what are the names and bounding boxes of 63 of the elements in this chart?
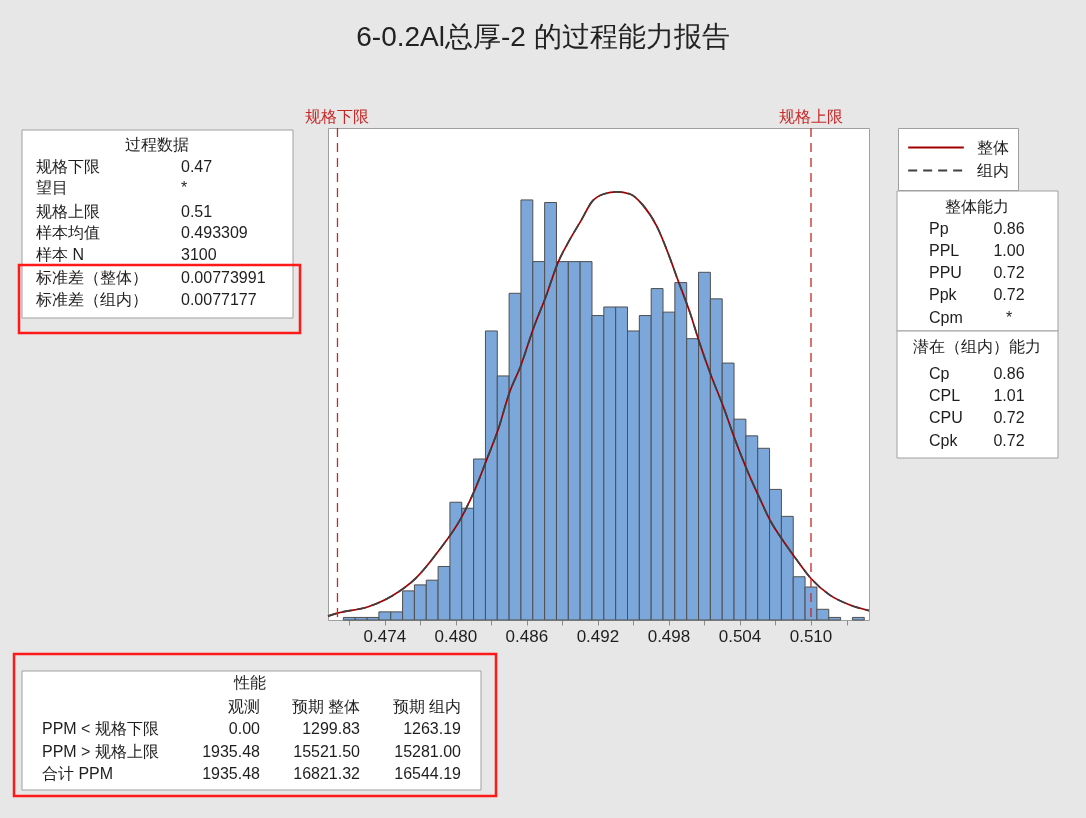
text: 0.00 — [228, 720, 261, 737]
x-tick-label: 0.498 — [647, 627, 691, 646]
text: 预期 整体 — [291, 698, 360, 715]
text: 样本均值 — [36, 224, 100, 241]
ref-line-label: 规格下限 — [305, 108, 370, 125]
chart-title: 6-0.2Al总厚-2 的过程能力报告 — [356, 20, 730, 52]
text: 0.0077177 — [181, 291, 257, 308]
text: 标准差（组内） — [35, 291, 148, 308]
text: 0.72 — [993, 409, 1025, 426]
text: Pp — [929, 220, 949, 237]
text: 0.00773991 — [181, 269, 266, 286]
x-tick-label: 0.480 — [434, 627, 478, 646]
text: 1935.48 — [202, 743, 261, 760]
text: 望目 — [36, 179, 68, 196]
text: 规格下限 — [36, 158, 100, 175]
text: 1.01 — [993, 387, 1025, 404]
text: 1.00 — [993, 242, 1025, 259]
text: PPM > 规格上限 — [42, 743, 159, 760]
text: 0.86 — [993, 365, 1025, 382]
x-tick-label: 0.474 — [363, 627, 407, 646]
legend-label: 组内 — [977, 161, 1009, 179]
text: * — [181, 179, 188, 196]
text: 0.47 — [181, 158, 213, 175]
text: Ppk — [929, 286, 958, 303]
text: 0.72 — [993, 264, 1025, 281]
text: 过程数据 — [125, 136, 189, 153]
x-tick-label: 0.492 — [576, 627, 620, 646]
legend-label: 整体 — [977, 138, 1009, 156]
text: 1299.83 — [302, 720, 361, 737]
text: Cp — [929, 365, 950, 382]
text: 16544.19 — [394, 765, 462, 782]
text: 预期 组内 — [392, 698, 461, 715]
ref-line-label: 规格上限 — [778, 108, 843, 125]
text: PPM < 规格下限 — [42, 720, 159, 737]
text: 1263.19 — [403, 720, 462, 737]
x-tick-label: 0.486 — [505, 627, 549, 646]
text: 0.72 — [993, 432, 1025, 449]
text: 性能 — [233, 674, 266, 691]
text: PPU — [929, 264, 962, 281]
text: 3100 — [181, 246, 217, 263]
text: PPL — [929, 242, 960, 259]
text: 0.51 — [181, 203, 213, 220]
text: 15281.00 — [394, 743, 462, 760]
text: 1935.48 — [202, 765, 261, 782]
text: 样本 N — [36, 246, 84, 263]
text: Cpk — [929, 432, 959, 449]
text: * — [1005, 309, 1013, 326]
text: 观测 — [228, 698, 260, 715]
text: 0.86 — [993, 220, 1025, 237]
text: 0.72 — [993, 286, 1025, 303]
text: 合计 PPM — [42, 765, 114, 782]
text: 整体能力 — [945, 198, 1009, 215]
text: 15521.50 — [293, 743, 361, 760]
text: Cpm — [929, 309, 963, 326]
text: 标准差（整体） — [35, 269, 148, 286]
x-tick-label: 0.510 — [789, 627, 833, 646]
text: CPU — [929, 409, 963, 426]
text: CPL — [929, 387, 961, 404]
text: 规格上限 — [36, 203, 100, 220]
text: 潜在（组内）能力 — [913, 338, 1041, 355]
x-tick-label: 0.504 — [718, 627, 762, 646]
text: 16821.32 — [293, 765, 361, 782]
text: 0.493309 — [181, 224, 248, 241]
